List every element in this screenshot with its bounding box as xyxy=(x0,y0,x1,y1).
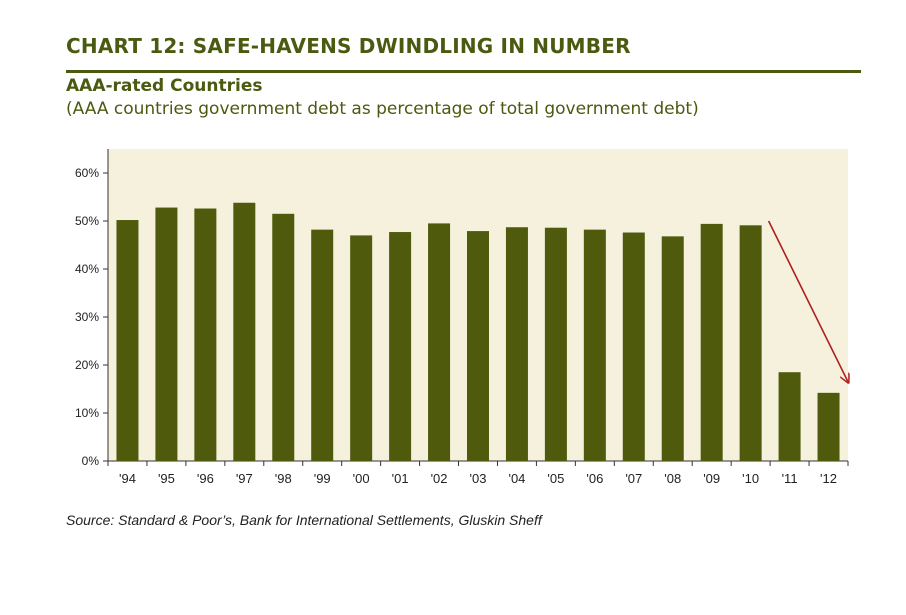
x-tick-label: '00 xyxy=(353,471,370,486)
bar xyxy=(194,208,217,461)
bar xyxy=(389,232,412,461)
x-tick-label: '08 xyxy=(664,471,681,486)
bar xyxy=(233,202,256,461)
y-tick-label: 10% xyxy=(75,406,99,420)
bar xyxy=(116,220,139,461)
x-tick-label: '94 xyxy=(119,471,136,486)
bar xyxy=(467,231,489,461)
y-tick-label: 40% xyxy=(75,262,99,276)
x-tick-label: '03 xyxy=(470,471,487,486)
chart-subtitle: AAA-rated Countries xyxy=(66,76,263,96)
y-tick-label: 60% xyxy=(75,166,99,180)
source-note: Source: Standard & Poor’s, Bank for Inte… xyxy=(66,512,542,528)
bar xyxy=(817,392,840,461)
trend-arrow xyxy=(767,220,848,382)
x-tick-label: '97 xyxy=(236,471,253,486)
x-tick-label: '99 xyxy=(314,471,331,486)
bar xyxy=(428,223,451,461)
bar xyxy=(583,229,606,461)
x-tick-label: '02 xyxy=(431,471,448,486)
x-tick-label: '95 xyxy=(158,471,175,486)
x-tick-label: '96 xyxy=(197,471,214,486)
x-tick-label: '11 xyxy=(782,471,798,486)
bar xyxy=(544,227,567,461)
bar xyxy=(778,372,801,461)
x-tick-label: '01 xyxy=(392,471,409,486)
bar xyxy=(155,207,178,461)
x-tick-label: '98 xyxy=(275,471,292,486)
x-tick-label: '12 xyxy=(820,471,837,486)
x-tick-label: '05 xyxy=(547,471,564,486)
bar xyxy=(622,232,645,461)
bar xyxy=(311,229,334,461)
bar xyxy=(350,235,373,461)
title-rule xyxy=(66,70,861,73)
y-tick-label: 50% xyxy=(75,214,99,228)
x-tick-label: '07 xyxy=(625,471,642,486)
bar xyxy=(739,225,762,461)
bar xyxy=(700,223,723,461)
bar xyxy=(661,236,684,461)
x-tick-label: '09 xyxy=(703,471,720,486)
x-tick-label: '04 xyxy=(508,471,525,486)
y-tick-label: 30% xyxy=(75,310,99,324)
x-tick-label: '06 xyxy=(586,471,603,486)
bar xyxy=(505,227,528,461)
chart-description: (AAA countries government debt as percen… xyxy=(66,99,699,119)
x-tick-label: '10 xyxy=(742,471,759,486)
chart-title: CHART 12: SAFE-HAVENS DWINDLING IN NUMBE… xyxy=(66,34,631,58)
y-tick-label: 20% xyxy=(75,358,99,372)
bar xyxy=(272,213,295,461)
y-tick-label: 0% xyxy=(82,454,100,468)
